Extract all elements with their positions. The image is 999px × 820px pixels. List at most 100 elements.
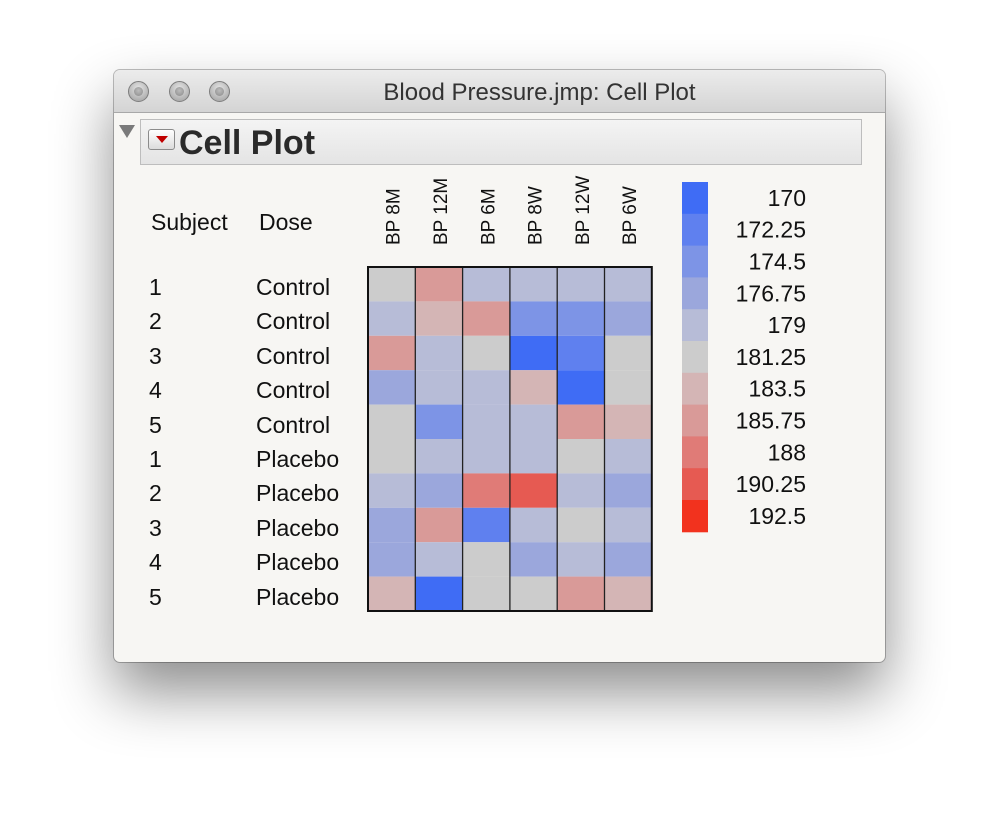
outline-title: Cell Plot (179, 124, 316, 162)
column-header-subject: Subject (151, 209, 228, 235)
heatmap-cell (604, 370, 652, 405)
heatmap-cell (415, 404, 463, 439)
heatmap-cell (368, 301, 416, 336)
heatmap-cell (462, 473, 510, 508)
heatmap-cell (415, 473, 463, 508)
row-subject: 4 (149, 377, 162, 404)
row-subject: 1 (149, 274, 162, 300)
minimize-button[interactable] (169, 81, 190, 102)
legend-swatch (682, 341, 708, 374)
heatmap-cell (415, 267, 463, 302)
heatmap-cell (509, 301, 558, 336)
heatmap-cell (415, 439, 463, 474)
legend-label: 172.25 (736, 217, 806, 243)
title-bar[interactable]: Blood Pressure.jmp: Cell Plot (114, 70, 885, 113)
legend-swatch (682, 213, 708, 247)
heatmap-cell (557, 267, 605, 302)
window-title: Blood Pressure.jmp: Cell Plot (383, 79, 696, 106)
legend-label: 181.25 (736, 344, 806, 370)
row-subject: 1 (149, 446, 162, 472)
heatmap-cell (462, 507, 510, 543)
heatmap-cell (462, 301, 510, 336)
column-label: BP 12M (431, 178, 452, 245)
heatmap-cell (557, 404, 605, 439)
row-subject: 3 (149, 514, 162, 541)
heatmap-cell (604, 473, 652, 508)
heatmap-cell (604, 404, 652, 439)
row-subject: 2 (149, 308, 162, 335)
legend-swatch (682, 277, 708, 310)
legend-swatch (682, 372, 708, 406)
legend-label: 190.25 (736, 471, 806, 497)
red-triangle-menu-icon[interactable] (148, 129, 175, 150)
heatmap-cell (509, 507, 558, 543)
heatmap-cell (557, 576, 605, 611)
legend-label: 185.75 (736, 408, 806, 434)
row-dose: Control (256, 274, 331, 300)
heatmap-cell (415, 507, 463, 543)
column-header-dose: Dose (259, 209, 313, 235)
legend-label: 192.5 (748, 503, 806, 529)
legend-label: 170 (768, 185, 806, 211)
heatmap-cell (557, 370, 605, 405)
heatmap-cell (557, 473, 605, 508)
heatmap-cell (604, 507, 652, 543)
heatmap-cell (462, 267, 510, 302)
column-label: BP 6W (620, 186, 641, 245)
heatmap-cell (557, 507, 605, 543)
legend-label: 176.75 (736, 280, 806, 306)
heatmap-cell (509, 267, 558, 302)
legend-swatch (682, 182, 708, 215)
heatmap-cell (509, 542, 558, 577)
heatmap-cell (557, 335, 605, 371)
row-subject: 3 (149, 342, 162, 369)
heatmap-cell (462, 576, 510, 611)
heatmap-cell (557, 542, 605, 577)
heatmap-cell (368, 267, 416, 302)
heatmap-cell (509, 370, 558, 405)
disclosure-triangle-icon[interactable] (119, 125, 135, 138)
heatmap-cell (462, 335, 510, 371)
heatmap-cell (604, 335, 652, 371)
heatmap-cell (415, 370, 463, 405)
legend-label: 183.5 (748, 376, 806, 402)
cell-plot-window: Blood Pressure.jmp: Cell Plot Cell Plot … (114, 70, 885, 662)
legend-label: 188 (768, 439, 806, 465)
heatmap-cell (557, 439, 605, 474)
cell-plot-chart: BP 8M BP 12M BP 6M BP 8W BP 12W BP 6W 170 172.2… (367, 176, 806, 612)
heatmap-cell (509, 439, 558, 474)
row-dose: Control (256, 377, 331, 404)
row-dose: Control (256, 411, 331, 438)
legend-swatch (682, 500, 708, 533)
row-dose: Control (256, 342, 331, 369)
close-button[interactable] (128, 81, 149, 102)
heatmap-cell (604, 542, 652, 577)
zoom-button[interactable] (209, 81, 230, 102)
column-label: BP 12W (573, 176, 594, 245)
heatmap-cell (415, 542, 463, 577)
heatmap-cell (604, 576, 652, 611)
heatmap-cell (509, 335, 558, 371)
legend-swatch (682, 436, 708, 469)
heatmap-cell (415, 576, 463, 611)
heatmap-cell (462, 542, 510, 577)
heatmap-cell (462, 439, 510, 474)
row-dose: Placebo (256, 514, 340, 541)
heatmap-cell (415, 335, 463, 371)
legend-label: 179 (768, 312, 806, 338)
row-subject: 4 (149, 549, 162, 576)
heatmap-cell (368, 473, 416, 508)
legend-swatch (682, 309, 708, 342)
row-subject: 5 (149, 583, 162, 610)
heatmap-cell (509, 576, 558, 611)
row-dose: Placebo (256, 549, 340, 576)
heatmap-cell (462, 370, 510, 405)
heatmap-cell (604, 267, 652, 302)
heatmap-cell (368, 542, 416, 577)
legend-swatch (682, 468, 708, 501)
column-label: BP 6M (478, 188, 499, 245)
heatmap-cell (368, 335, 416, 371)
heatmap-cell (509, 473, 558, 508)
column-label: BP 8W (526, 186, 547, 245)
row-subject: 2 (149, 480, 162, 507)
